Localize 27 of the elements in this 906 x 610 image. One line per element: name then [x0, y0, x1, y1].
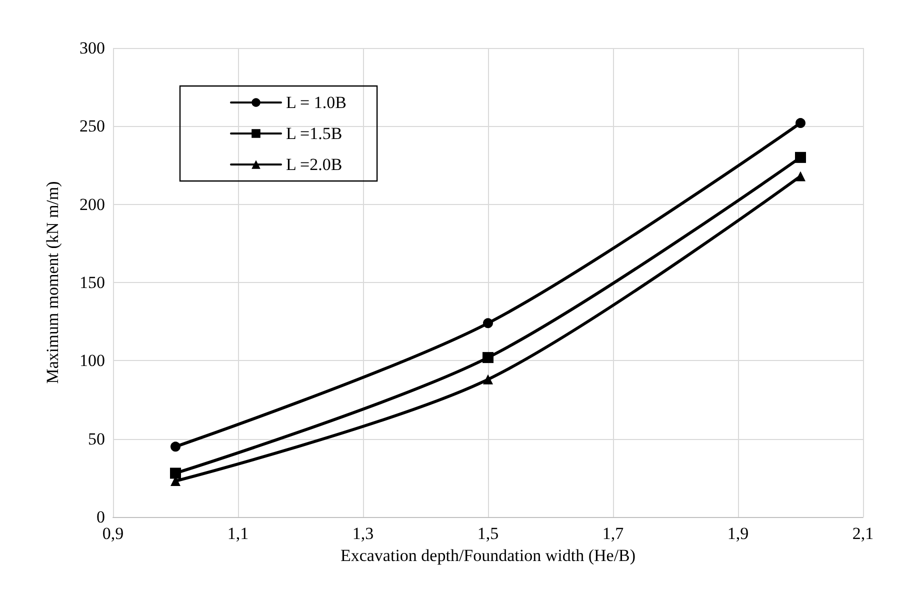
point: [796, 118, 806, 128]
y-axis-title: Maximum moment (kN m/m): [43, 181, 62, 384]
legend-label: L =2.0B: [286, 155, 342, 174]
y-tick-label: 50: [88, 429, 105, 448]
x-tick-label: 1,7: [602, 524, 624, 543]
y-tick-label: 250: [80, 116, 105, 136]
y-tick-label: 0: [96, 508, 105, 526]
point: [796, 171, 806, 182]
y-tick-label: 200: [80, 194, 105, 214]
x-tick-label: 1,1: [227, 524, 249, 543]
point: [795, 152, 806, 163]
x-axis-title: Excavation depth/Foundation width (He/B): [340, 546, 636, 565]
x-tick-label: 1,9: [727, 524, 749, 543]
point: [482, 352, 494, 364]
legend-label: L = 1.0B: [286, 93, 346, 112]
y-tick-label: 150: [80, 273, 105, 292]
x-tick-label: 1,3: [352, 524, 374, 543]
x-tick-label: 0,9: [102, 524, 124, 543]
y-tick-label: 100: [80, 351, 105, 370]
x-tick-label: 1,5: [477, 524, 499, 543]
y-tick-label: 300: [80, 38, 105, 58]
point: [170, 442, 180, 452]
point: [170, 468, 181, 479]
legend-label: L =1.5B: [286, 124, 342, 143]
point: [483, 374, 493, 384]
point: [483, 318, 493, 328]
x-tick-label: 2,1: [852, 524, 874, 543]
